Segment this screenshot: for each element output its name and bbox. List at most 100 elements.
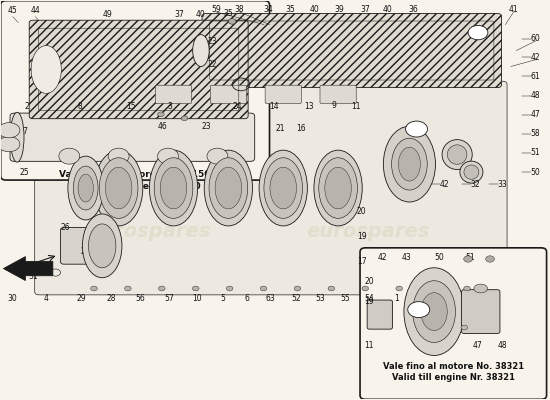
- Text: 28: 28: [107, 294, 116, 303]
- Text: 37: 37: [174, 10, 184, 19]
- FancyBboxPatch shape: [265, 85, 301, 104]
- Ellipse shape: [461, 325, 468, 330]
- Circle shape: [260, 286, 267, 291]
- Circle shape: [430, 286, 436, 291]
- Text: 16: 16: [296, 124, 306, 133]
- Text: 47: 47: [531, 110, 541, 119]
- Ellipse shape: [154, 158, 193, 218]
- Circle shape: [464, 256, 472, 262]
- Circle shape: [158, 112, 164, 117]
- Circle shape: [294, 286, 301, 291]
- Text: 11: 11: [365, 341, 374, 350]
- Ellipse shape: [215, 167, 241, 209]
- Ellipse shape: [474, 284, 488, 293]
- Text: Vale fino al motore No. 38321: Vale fino al motore No. 38321: [383, 362, 524, 371]
- Text: 61: 61: [531, 72, 541, 81]
- Text: 27: 27: [81, 246, 91, 256]
- Ellipse shape: [10, 112, 24, 162]
- Text: 41: 41: [509, 5, 519, 14]
- FancyBboxPatch shape: [10, 113, 255, 161]
- Text: 42: 42: [377, 253, 387, 262]
- Circle shape: [408, 302, 430, 318]
- Text: 32: 32: [470, 180, 480, 188]
- Ellipse shape: [89, 224, 116, 268]
- Ellipse shape: [31, 46, 61, 93]
- Ellipse shape: [383, 126, 436, 202]
- Ellipse shape: [108, 148, 129, 164]
- Ellipse shape: [192, 34, 209, 66]
- Text: 13: 13: [304, 102, 314, 111]
- Text: 51: 51: [531, 148, 541, 158]
- Text: 7: 7: [22, 127, 27, 136]
- Circle shape: [228, 19, 236, 24]
- Text: 18: 18: [450, 294, 460, 303]
- Text: 35: 35: [285, 5, 295, 14]
- Ellipse shape: [412, 281, 455, 342]
- Text: A: A: [475, 28, 481, 37]
- Text: 57: 57: [165, 294, 174, 303]
- Text: 44: 44: [30, 6, 40, 15]
- Text: 55: 55: [340, 294, 350, 303]
- Text: 25: 25: [19, 168, 29, 176]
- FancyBboxPatch shape: [367, 300, 392, 329]
- Text: 63: 63: [266, 294, 276, 303]
- Ellipse shape: [421, 293, 447, 330]
- Text: 48: 48: [531, 91, 541, 100]
- Text: 47: 47: [473, 341, 483, 350]
- FancyBboxPatch shape: [360, 248, 547, 399]
- Ellipse shape: [259, 150, 307, 226]
- Ellipse shape: [209, 158, 248, 218]
- Text: 2: 2: [24, 102, 29, 111]
- Ellipse shape: [264, 158, 303, 218]
- Text: 11: 11: [351, 102, 361, 111]
- FancyBboxPatch shape: [1, 1, 270, 180]
- Ellipse shape: [398, 147, 420, 181]
- Text: 23: 23: [202, 122, 211, 131]
- Ellipse shape: [392, 138, 427, 190]
- Ellipse shape: [68, 156, 103, 220]
- Text: A: A: [416, 305, 422, 314]
- Ellipse shape: [207, 148, 228, 164]
- Text: 33: 33: [498, 180, 508, 188]
- Text: 17: 17: [357, 257, 366, 266]
- Text: 50: 50: [434, 253, 444, 262]
- Text: eurospares: eurospares: [306, 222, 430, 241]
- Text: 14: 14: [270, 102, 279, 111]
- Circle shape: [396, 286, 403, 291]
- Ellipse shape: [160, 167, 187, 209]
- Text: 6: 6: [244, 294, 249, 303]
- Text: 10: 10: [192, 294, 202, 303]
- Text: 23: 23: [207, 37, 217, 46]
- Text: 38: 38: [234, 5, 244, 14]
- Text: 54: 54: [365, 294, 374, 303]
- FancyBboxPatch shape: [156, 85, 191, 104]
- FancyBboxPatch shape: [210, 85, 246, 104]
- Ellipse shape: [319, 158, 358, 218]
- Circle shape: [362, 286, 369, 291]
- FancyBboxPatch shape: [60, 228, 117, 264]
- Text: eurospares: eurospares: [87, 222, 211, 241]
- Text: 24: 24: [233, 102, 243, 111]
- Circle shape: [468, 26, 488, 40]
- Text: 42: 42: [531, 53, 541, 62]
- Circle shape: [405, 121, 427, 137]
- Text: 26: 26: [60, 224, 70, 232]
- Text: A: A: [414, 124, 420, 134]
- Text: Valid till engine Nr. 38321: Valid till engine Nr. 38321: [392, 373, 515, 382]
- Ellipse shape: [73, 166, 98, 210]
- Text: 5: 5: [221, 294, 225, 303]
- Ellipse shape: [158, 148, 178, 164]
- Text: 49: 49: [103, 10, 113, 19]
- Text: 60: 60: [531, 34, 541, 43]
- Ellipse shape: [204, 150, 252, 226]
- Circle shape: [181, 116, 188, 121]
- Ellipse shape: [442, 140, 472, 170]
- Text: 53: 53: [315, 294, 325, 303]
- Text: 29: 29: [76, 294, 86, 303]
- Circle shape: [158, 286, 165, 291]
- Ellipse shape: [100, 158, 138, 218]
- Text: 20: 20: [357, 208, 366, 216]
- Polygon shape: [3, 257, 53, 280]
- Text: A: A: [416, 305, 422, 314]
- Ellipse shape: [404, 268, 464, 356]
